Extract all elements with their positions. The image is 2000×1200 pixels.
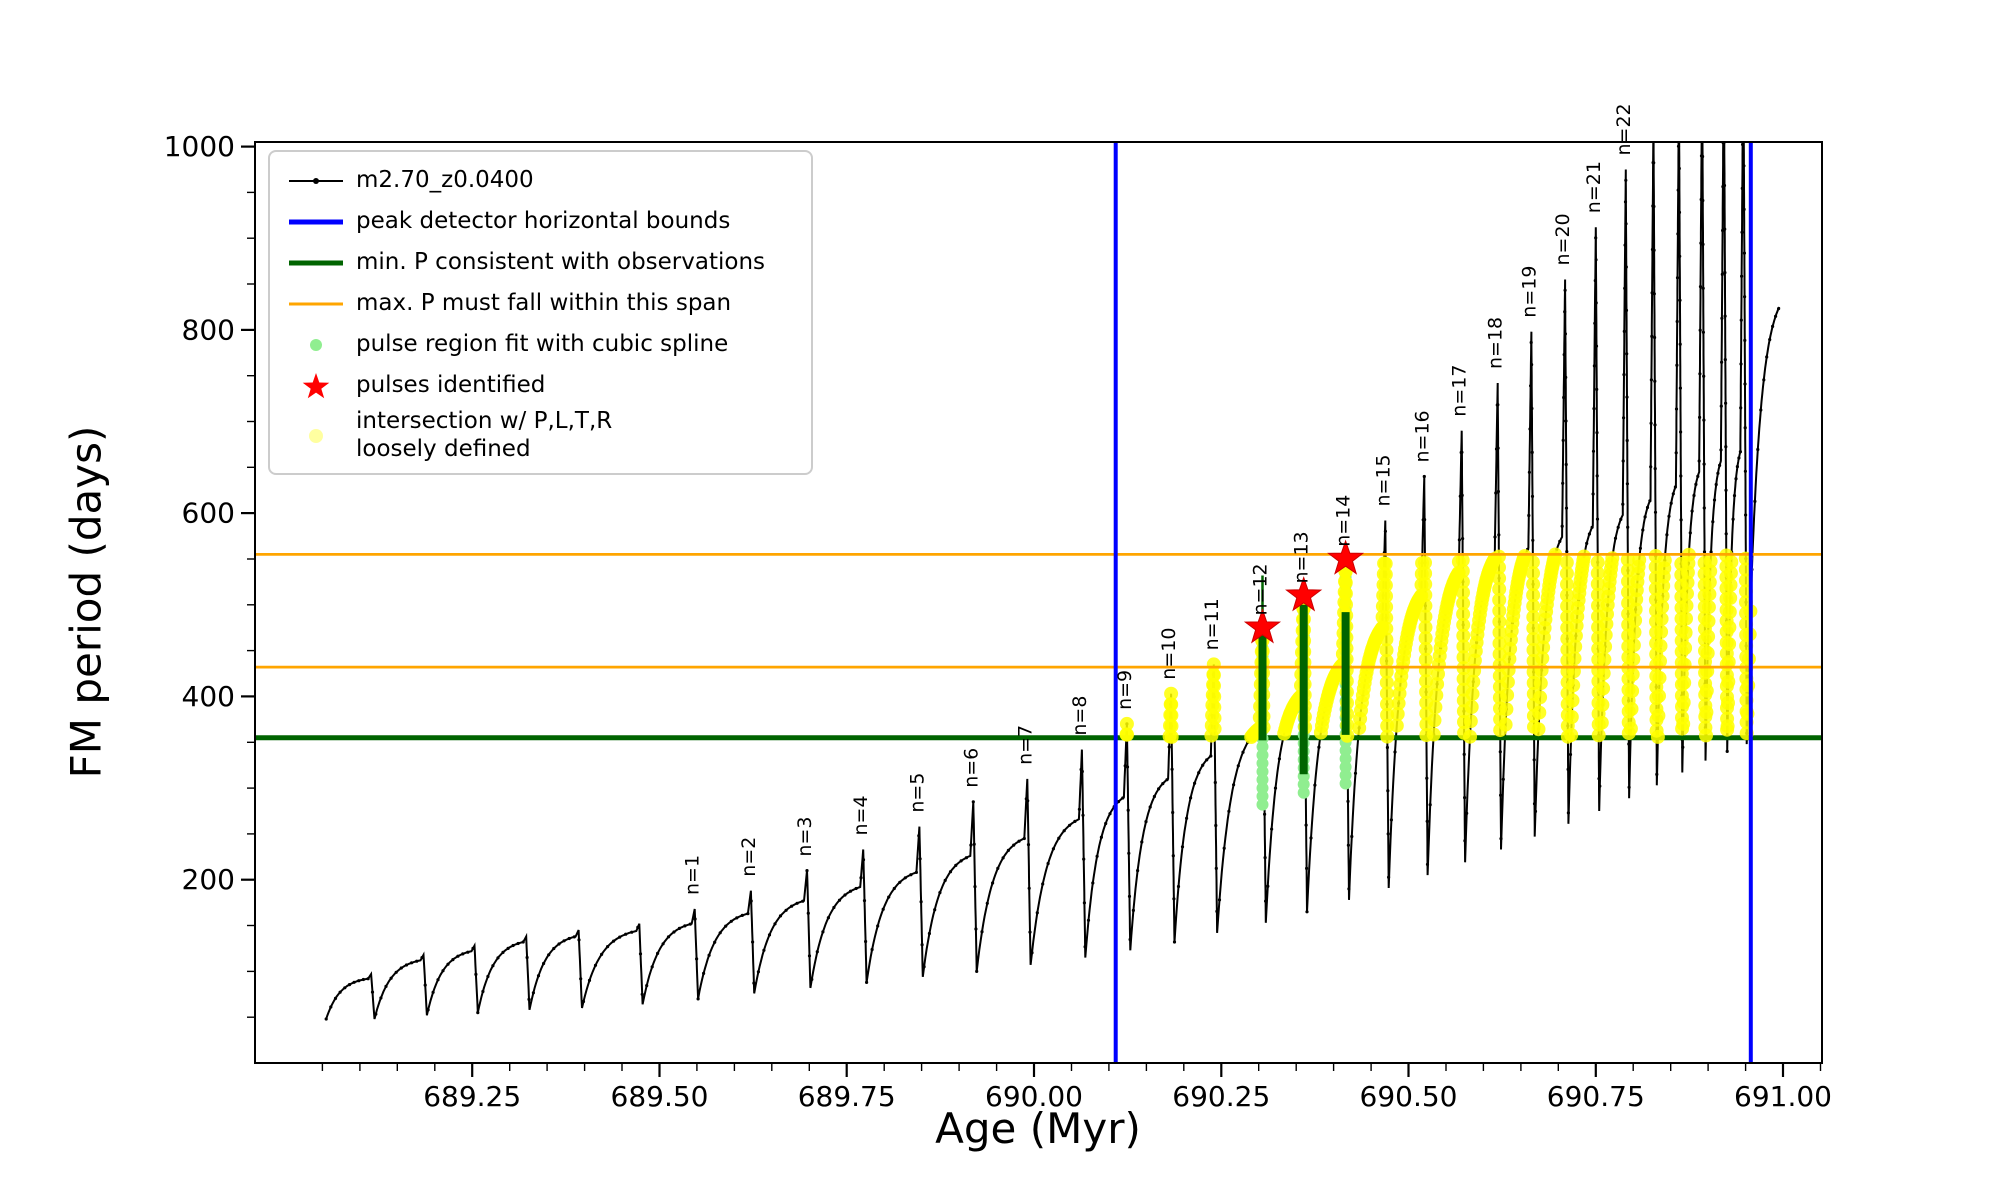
legend-item-0: m2.70_z0.0400 — [286, 162, 795, 199]
pulse-label: n=19 — [1518, 266, 1540, 318]
x-tick-label: 690.25 — [1172, 1080, 1270, 1113]
legend-item-4: pulse region fit with cubic spline — [286, 326, 795, 363]
pulse-label: n=15 — [1372, 454, 1394, 506]
x-tick-label: 690.75 — [1547, 1080, 1645, 1113]
y-axis-label: FM period (days) — [61, 425, 111, 779]
y-tick-label: 400 — [182, 680, 235, 713]
pulse-label: n=16 — [1411, 410, 1433, 462]
pulse-label: n=2 — [738, 837, 760, 877]
x-axis-label: Age (Myr) — [935, 1104, 1141, 1153]
x-tick-label: 690.00 — [985, 1080, 1083, 1113]
pulse-label: n=12 — [1250, 563, 1272, 615]
pulse-label: n=21 — [1583, 161, 1605, 213]
pulse-label: n=1 — [682, 855, 704, 895]
legend-item-6: intersection w/ P,L,T,R loosely defined — [286, 408, 795, 463]
pulse-label: n=17 — [1449, 365, 1471, 417]
x-tick-label: 689.75 — [798, 1080, 896, 1113]
pulse-label: n=5 — [906, 773, 928, 813]
pulse-label: n=8 — [1069, 696, 1091, 736]
legend-marker-line-icon — [286, 250, 346, 276]
legend-marker-star-icon — [286, 370, 346, 402]
pulse-star-icon — [1243, 608, 1282, 644]
pulse-label: n=9 — [1114, 670, 1136, 710]
pulse-label: n=14 — [1333, 495, 1355, 547]
plot-area-border — [254, 141, 1823, 1064]
pulse-label: n=10 — [1158, 628, 1180, 680]
x-axis: 689.25 689.50 689.75 690.00 690.25 690.50 690.… — [321, 1063, 1832, 1113]
pulse-star-icon — [1285, 576, 1323, 612]
y-tick-label: 200 — [182, 863, 235, 896]
legend-label: max. P must fall within this span — [356, 289, 732, 316]
legend-item-2: min. P consistent with observations — [286, 244, 795, 281]
pulse-labels: n=1 n=2 n=3 n=4 n=5 n=6 n=7 n=8 n=9 n=10 n=11 n=12 n… — [682, 103, 1635, 895]
x-tick-label: 689.25 — [423, 1080, 521, 1113]
y-tick-label: 600 — [182, 497, 235, 530]
legend-label: intersection w/ P,L,T,R loosely defined — [356, 408, 613, 462]
legend-marker-dot-icon — [286, 332, 346, 358]
legend-label: m2.70_z0.0400 — [356, 166, 534, 193]
pulse-label: n=11 — [1201, 598, 1223, 650]
pulse-label: n=20 — [1552, 213, 1574, 265]
y-axis: 200 400 600 800 1000 — [164, 130, 255, 1018]
legend-label: pulses identified — [356, 371, 546, 398]
pulse-label: n=13 — [1291, 531, 1313, 583]
pulse-label: n=7 — [1014, 725, 1036, 765]
legend-marker-line-icon — [286, 291, 346, 317]
legend-marker-line-dot-icon — [286, 168, 346, 194]
legend-label: peak detector horizontal bounds — [356, 207, 731, 234]
legend-label: min. P consistent with observations — [356, 248, 766, 275]
legend-item-5: pulses identified — [286, 367, 795, 404]
pulse-label: n=3 — [794, 817, 816, 857]
x-tick-label: 691.00 — [1734, 1080, 1832, 1113]
pulse-label: n=6 — [960, 748, 982, 788]
legend-marker-dot-icon — [286, 423, 346, 449]
pulse-label: n=22 — [1613, 103, 1635, 155]
legend-marker-line-icon — [286, 209, 346, 235]
x-tick-label: 689.50 — [611, 1080, 709, 1113]
x-tick-label: 690.50 — [1360, 1080, 1458, 1113]
legend-item-3: max. P must fall within this span — [286, 285, 795, 322]
pulse-star-icon — [1327, 539, 1365, 575]
y-tick-label: 1000 — [164, 130, 235, 163]
pulse-label: n=4 — [850, 795, 872, 835]
legend-item-1: peak detector horizontal bounds — [286, 203, 795, 240]
y-tick-label: 800 — [182, 313, 235, 346]
pulse-label: n=18 — [1485, 317, 1507, 369]
legend-label: pulse region fit with cubic spline — [356, 330, 729, 357]
